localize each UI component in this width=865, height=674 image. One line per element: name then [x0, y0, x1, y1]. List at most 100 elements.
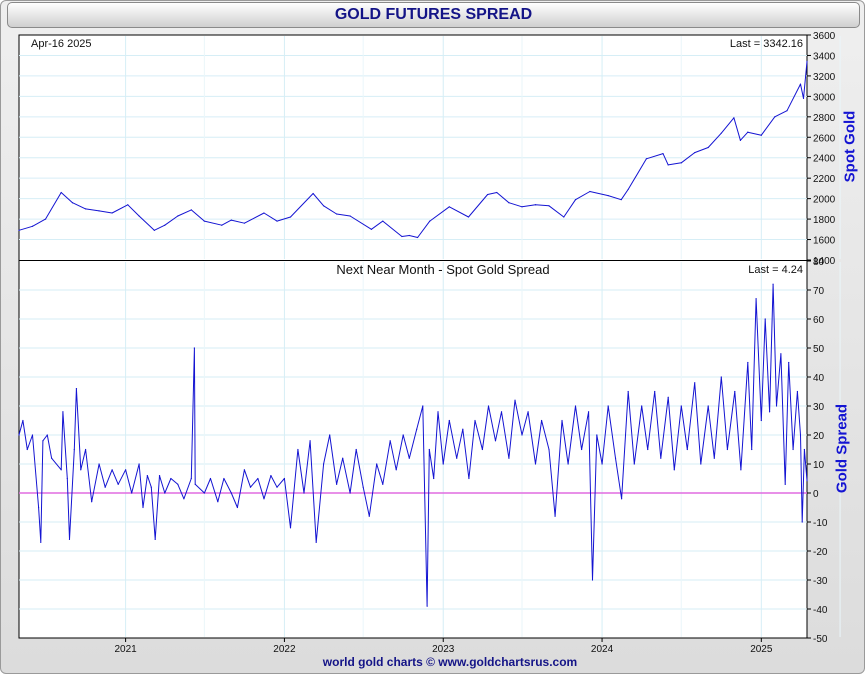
y-tick-label: 2000	[813, 195, 836, 206]
data-point	[775, 405, 778, 407]
data-point	[680, 162, 682, 164]
data-point	[91, 501, 93, 503]
y-tick-label: 30	[813, 402, 825, 413]
data-point	[289, 216, 292, 218]
y-tick-label: 0	[813, 489, 819, 500]
data-point	[84, 208, 87, 210]
data-point	[104, 486, 106, 488]
data-point	[243, 469, 245, 471]
date-label: Apr-16 2025	[31, 38, 92, 50]
data-point	[534, 204, 537, 206]
data-point	[203, 492, 205, 494]
data-point	[18, 434, 20, 436]
data-point	[37, 506, 40, 509]
data-point	[806, 60, 808, 62]
data-point	[755, 298, 757, 300]
data-point	[739, 139, 742, 141]
data-point	[44, 218, 47, 220]
data-point	[66, 477, 68, 480]
y-tick-label: 2800	[813, 113, 836, 124]
data-point	[734, 390, 736, 393]
y-tick-label: 3000	[813, 92, 836, 103]
data-point	[601, 463, 603, 465]
data-point	[673, 469, 675, 471]
data-point	[395, 469, 397, 471]
y-tick-label: 2600	[813, 133, 836, 144]
data-point	[177, 215, 179, 217]
data-point	[51, 457, 53, 459]
data-point	[40, 541, 42, 543]
data-point	[429, 220, 431, 222]
data-point	[193, 347, 195, 349]
data-point	[534, 463, 537, 465]
data-point	[309, 440, 311, 442]
data-point	[336, 483, 338, 485]
data-point	[422, 405, 424, 407]
data-point	[726, 448, 728, 451]
data-point	[462, 428, 464, 430]
data-point	[799, 434, 802, 436]
y-tick-label: -40	[813, 605, 828, 616]
data-point	[508, 202, 510, 204]
data-point	[747, 361, 749, 364]
data-point	[154, 538, 156, 541]
series-group	[18, 60, 808, 239]
y-tick-label: 1600	[813, 236, 836, 247]
data-point	[448, 419, 450, 422]
data-point	[607, 194, 609, 197]
data-point	[645, 158, 648, 160]
data-point	[437, 411, 439, 413]
data-point	[774, 116, 776, 118]
data-point	[607, 405, 609, 407]
data-point	[474, 419, 476, 422]
data-point	[401, 235, 403, 238]
data-point	[127, 204, 129, 206]
data-point	[217, 501, 219, 503]
data-point	[164, 492, 166, 494]
data-point	[554, 515, 556, 517]
data-point	[125, 469, 127, 471]
data-point	[654, 390, 656, 393]
data-point	[521, 434, 523, 436]
data-point	[660, 457, 662, 459]
data-point	[382, 220, 384, 222]
data-point	[442, 463, 444, 465]
data-point	[142, 506, 144, 509]
data-point	[700, 463, 702, 465]
data-point	[620, 199, 622, 201]
data-point	[158, 475, 161, 477]
data-point	[71, 202, 74, 204]
data-point	[662, 153, 664, 155]
y-tick-label: -50	[813, 634, 828, 645]
data-point	[80, 469, 82, 471]
data-point	[527, 411, 529, 413]
data-point	[349, 215, 351, 217]
data-point	[768, 411, 771, 413]
data-point	[799, 83, 802, 85]
y-tick-label: 80	[813, 257, 825, 268]
data-point	[221, 224, 223, 226]
data-point	[567, 463, 569, 465]
data-point	[164, 224, 166, 226]
data-point	[596, 434, 598, 436]
y-tick-label: 2200	[813, 174, 836, 185]
series-group	[18, 283, 808, 607]
data-point	[236, 506, 239, 509]
data-point	[641, 405, 643, 407]
plot-area	[18, 34, 808, 639]
data-point	[740, 469, 742, 471]
data-point	[98, 463, 100, 465]
data-point	[322, 205, 325, 207]
title-bar: GOLD FUTURES SPREAD	[7, 2, 860, 28]
data-point	[494, 440, 497, 442]
data-point	[31, 225, 34, 227]
top-y-axis-label: Spot Gold	[841, 110, 859, 183]
data-point	[561, 419, 563, 422]
y-tick-label: 60	[813, 315, 825, 326]
data-point	[416, 236, 419, 239]
data-point	[111, 212, 113, 214]
bottom-y-axis-label: Gold Spread	[833, 403, 851, 494]
data-point	[98, 210, 100, 212]
data-point	[720, 376, 722, 378]
data-point	[370, 228, 373, 230]
